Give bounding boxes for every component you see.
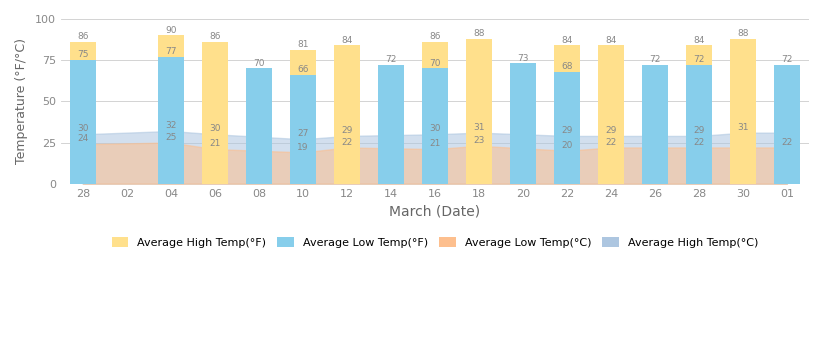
Bar bbox=[334, 45, 360, 184]
Bar bbox=[642, 65, 668, 184]
Text: 72: 72 bbox=[385, 55, 397, 64]
Bar bbox=[246, 68, 272, 184]
Bar bbox=[70, 42, 96, 184]
Text: 73: 73 bbox=[517, 54, 529, 63]
Text: 75: 75 bbox=[77, 50, 89, 59]
Bar bbox=[202, 42, 228, 184]
Text: 88: 88 bbox=[737, 29, 749, 38]
Text: 29: 29 bbox=[561, 126, 573, 135]
Text: 84: 84 bbox=[605, 35, 617, 45]
Bar bbox=[774, 65, 800, 184]
Bar bbox=[598, 45, 624, 184]
Text: 23: 23 bbox=[473, 136, 485, 145]
Text: 22: 22 bbox=[605, 138, 617, 147]
Text: 19: 19 bbox=[297, 143, 309, 152]
Text: 27: 27 bbox=[297, 129, 309, 138]
Text: 70: 70 bbox=[253, 59, 265, 68]
Text: 77: 77 bbox=[165, 47, 177, 56]
Text: 86: 86 bbox=[429, 32, 441, 41]
Text: 81: 81 bbox=[297, 41, 309, 50]
Text: 21: 21 bbox=[209, 139, 221, 148]
Bar bbox=[158, 57, 184, 184]
Bar bbox=[686, 65, 712, 184]
Text: 72: 72 bbox=[781, 55, 793, 64]
Text: 29: 29 bbox=[605, 126, 617, 135]
Text: 90: 90 bbox=[165, 26, 177, 35]
Text: 24: 24 bbox=[77, 134, 89, 143]
Text: 22: 22 bbox=[693, 138, 705, 147]
Text: 84: 84 bbox=[693, 35, 705, 45]
Bar bbox=[554, 45, 580, 184]
Text: 29: 29 bbox=[693, 126, 705, 135]
Text: 84: 84 bbox=[561, 35, 573, 45]
Bar bbox=[290, 75, 316, 184]
Text: 30: 30 bbox=[209, 125, 221, 134]
Text: 31: 31 bbox=[737, 123, 749, 132]
Bar bbox=[466, 39, 492, 184]
Text: 66: 66 bbox=[297, 65, 309, 74]
Text: 72: 72 bbox=[649, 55, 661, 64]
Text: 31: 31 bbox=[473, 123, 485, 132]
Bar bbox=[422, 68, 448, 184]
Bar bbox=[686, 45, 712, 184]
Legend: Average High Temp(°F), Average Low Temp(°F), Average Low Temp(°C), Average High : Average High Temp(°F), Average Low Temp(… bbox=[107, 232, 763, 252]
Text: 72: 72 bbox=[693, 55, 705, 64]
Text: 25: 25 bbox=[165, 133, 177, 142]
Bar bbox=[510, 63, 536, 184]
X-axis label: March (Date): March (Date) bbox=[389, 204, 481, 218]
Text: 30: 30 bbox=[429, 125, 441, 134]
Text: 32: 32 bbox=[165, 121, 177, 130]
Bar bbox=[70, 60, 96, 184]
Text: 88: 88 bbox=[473, 29, 485, 38]
Text: 29: 29 bbox=[341, 126, 353, 135]
Text: 84: 84 bbox=[341, 35, 353, 45]
Text: 86: 86 bbox=[77, 32, 89, 41]
Text: 70: 70 bbox=[429, 59, 441, 68]
Bar bbox=[730, 39, 756, 184]
Text: 21: 21 bbox=[429, 139, 441, 148]
Y-axis label: Temperature (°F/°C): Temperature (°F/°C) bbox=[15, 38, 28, 164]
Bar bbox=[378, 65, 404, 184]
Text: 22: 22 bbox=[781, 138, 793, 147]
Text: 30: 30 bbox=[77, 125, 89, 134]
Bar bbox=[290, 50, 316, 184]
Text: 22: 22 bbox=[341, 138, 353, 147]
Text: 68: 68 bbox=[561, 62, 573, 71]
Bar bbox=[422, 42, 448, 184]
Text: 20: 20 bbox=[561, 141, 573, 150]
Bar bbox=[158, 35, 184, 184]
Text: 86: 86 bbox=[209, 32, 221, 41]
Bar bbox=[554, 72, 580, 184]
